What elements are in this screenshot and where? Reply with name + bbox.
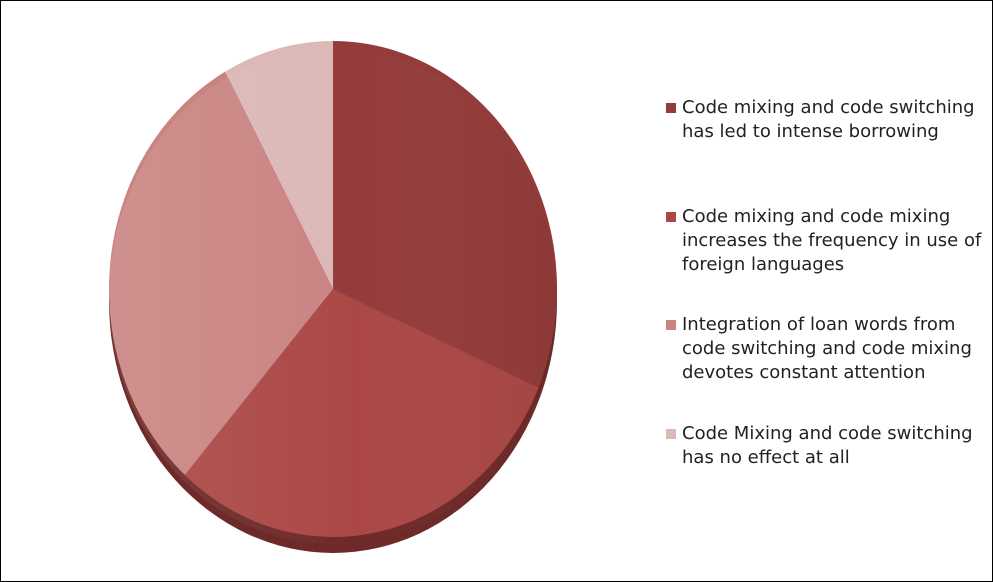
legend-item-2: Code mixing and code mixing increases the…: [666, 205, 986, 277]
legend-item-1: Code mixing and code switching has led to…: [666, 96, 986, 144]
legend-swatch-2: [666, 212, 676, 222]
legend-swatch-3: [666, 320, 676, 330]
legend-swatch-4: [666, 429, 676, 439]
legend-label-3: Integration of loan words from code switc…: [682, 314, 972, 383]
legend-label-1: Code mixing and code switching has led to…: [682, 97, 975, 142]
legend-item-4: Code Mixing and code switching has no eff…: [666, 422, 986, 470]
legend-swatch-1: [666, 103, 676, 113]
legend-label-4: Code Mixing and code switching has no eff…: [682, 423, 973, 468]
legend-item-3: Integration of loan words from code switc…: [666, 313, 986, 385]
legend-label-2: Code mixing and code mixing increases the…: [682, 206, 982, 275]
